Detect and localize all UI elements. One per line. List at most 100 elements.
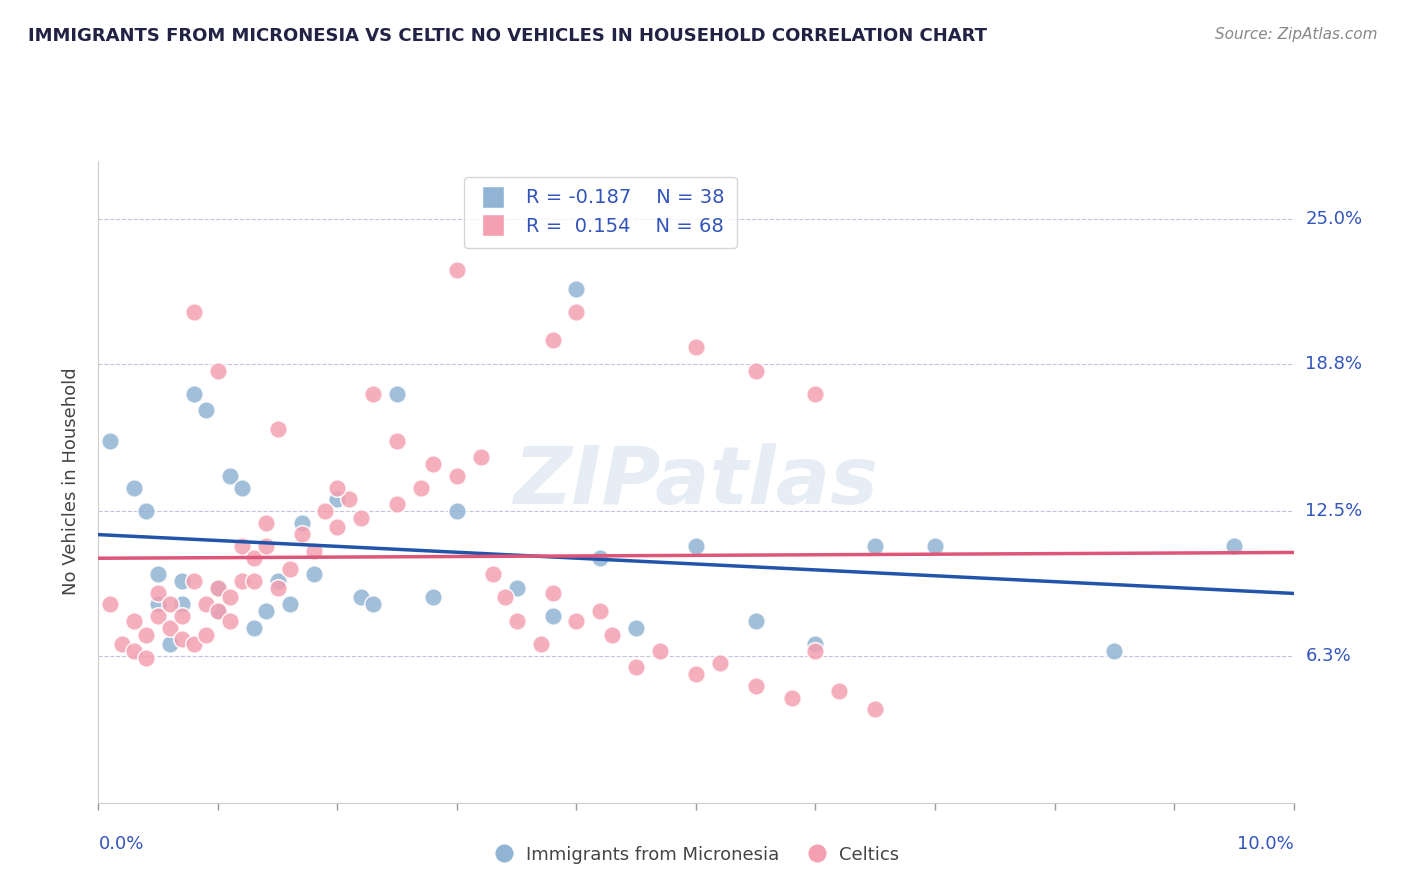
Point	[302, 543, 325, 558]
Point	[481, 566, 505, 581]
Point	[278, 562, 301, 576]
Point	[183, 305, 205, 319]
Point	[589, 550, 612, 565]
Text: Source: ZipAtlas.com: Source: ZipAtlas.com	[1215, 27, 1378, 42]
Point	[172, 597, 194, 611]
Point	[290, 516, 312, 530]
Point	[565, 282, 588, 296]
Text: 12.5%: 12.5%	[1305, 502, 1362, 520]
Point	[159, 637, 181, 651]
Point	[254, 516, 277, 530]
Point	[411, 481, 433, 495]
Point	[326, 520, 349, 534]
Point	[804, 387, 827, 401]
Point	[865, 702, 887, 716]
Point	[422, 591, 444, 605]
Point	[685, 667, 707, 681]
Point	[172, 574, 194, 588]
Point	[470, 450, 492, 465]
Point	[231, 539, 253, 553]
Point	[446, 263, 468, 277]
Point	[219, 591, 242, 605]
Point	[422, 457, 444, 471]
Point	[207, 364, 229, 378]
Point	[98, 597, 122, 611]
Point	[148, 609, 170, 624]
Point	[159, 621, 181, 635]
Y-axis label: No Vehicles in Household: No Vehicles in Household	[62, 368, 80, 596]
Point	[709, 656, 731, 670]
Point	[745, 364, 768, 378]
Point	[219, 468, 242, 483]
Point	[254, 604, 277, 618]
Point	[207, 604, 229, 618]
Text: IMMIGRANTS FROM MICRONESIA VS CELTIC NO VEHICLES IN HOUSEHOLD CORRELATION CHART: IMMIGRANTS FROM MICRONESIA VS CELTIC NO …	[28, 27, 987, 45]
Point	[148, 566, 170, 581]
Point	[828, 683, 851, 698]
Point	[350, 511, 373, 525]
Text: 6.3%: 6.3%	[1305, 647, 1351, 665]
Point	[326, 492, 349, 507]
Point	[267, 422, 290, 436]
Text: 25.0%: 25.0%	[1305, 210, 1362, 228]
Point	[865, 539, 887, 553]
Point	[148, 597, 170, 611]
Point	[780, 690, 803, 705]
Point	[183, 574, 205, 588]
Point	[194, 627, 218, 641]
Text: ZIPatlas: ZIPatlas	[513, 442, 879, 521]
Point	[339, 492, 360, 507]
Point	[565, 305, 588, 319]
Point	[111, 637, 134, 651]
Point	[685, 340, 707, 354]
Point	[541, 609, 564, 624]
Point	[98, 434, 122, 448]
Point	[506, 581, 529, 595]
Point	[385, 497, 409, 511]
Point	[124, 481, 146, 495]
Point	[541, 585, 564, 599]
Point	[350, 591, 373, 605]
Point	[183, 637, 205, 651]
Point	[267, 581, 290, 595]
Point	[135, 627, 157, 641]
Point	[804, 644, 827, 658]
Text: 0.0%: 0.0%	[98, 835, 143, 853]
Point	[685, 539, 707, 553]
Point	[529, 637, 551, 651]
Point	[267, 574, 290, 588]
Point	[446, 504, 468, 518]
Point	[207, 581, 229, 595]
Point	[302, 566, 325, 581]
Point	[506, 614, 529, 628]
Text: 18.8%: 18.8%	[1305, 355, 1362, 373]
Point	[159, 597, 181, 611]
Point	[148, 585, 170, 599]
Point	[385, 434, 409, 448]
Point	[243, 550, 266, 565]
Point	[135, 651, 157, 665]
Point	[231, 574, 253, 588]
Point	[207, 581, 229, 595]
Point	[924, 539, 946, 553]
Legend: Immigrants from Micronesia, Celtics: Immigrants from Micronesia, Celtics	[486, 838, 905, 871]
Point	[172, 632, 194, 647]
Point	[183, 387, 205, 401]
Point	[624, 660, 647, 674]
Point	[124, 614, 146, 628]
Point	[565, 614, 588, 628]
Point	[624, 621, 647, 635]
Point	[278, 597, 301, 611]
Point	[600, 627, 623, 641]
Point	[363, 597, 385, 611]
Point	[290, 527, 312, 541]
Point	[315, 504, 337, 518]
Point	[1104, 644, 1126, 658]
Point	[172, 609, 194, 624]
Point	[589, 604, 612, 618]
Point	[446, 468, 468, 483]
Point	[745, 614, 768, 628]
Point	[541, 334, 564, 348]
Point	[194, 597, 218, 611]
Point	[385, 387, 409, 401]
